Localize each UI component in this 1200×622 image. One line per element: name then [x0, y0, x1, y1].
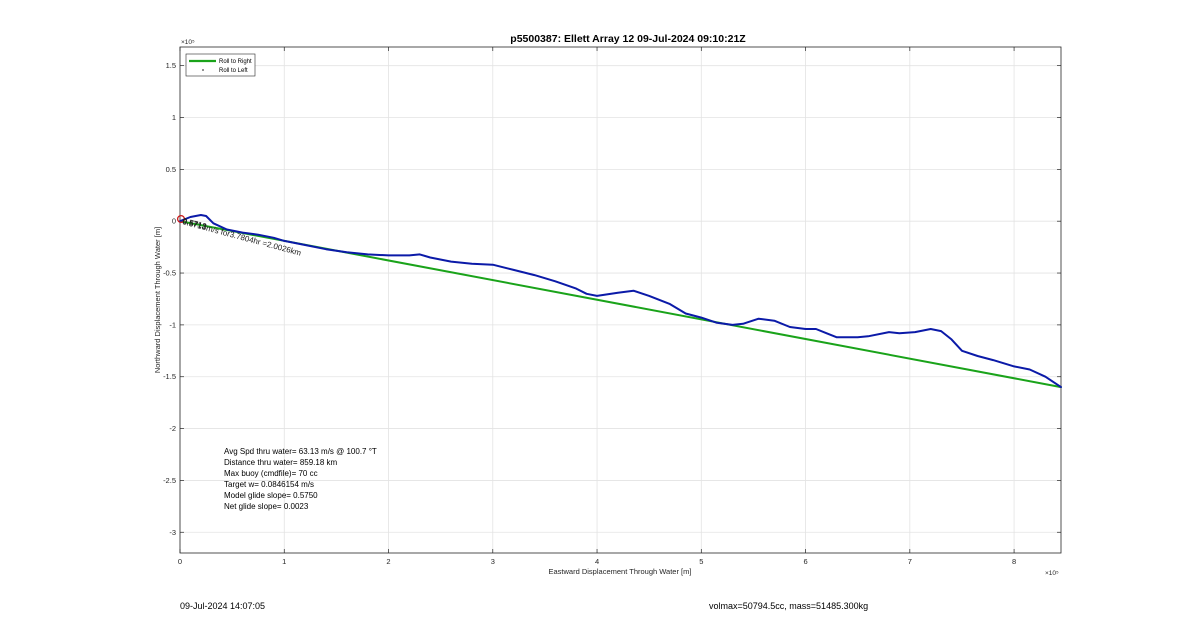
y-tick-label: -2 [169, 424, 176, 433]
legend-label-roll-left: Roll to Left [219, 68, 248, 74]
stat-target-w: Target w= 0.0846154 m/s [224, 480, 314, 489]
grid [179, 47, 1061, 553]
x-tick-label: 5 [699, 557, 703, 566]
y-tick-label: -0.5 [163, 269, 176, 278]
stat-model-glide: Model glide slope= 0.5750 [224, 491, 318, 500]
x-tick-label: 4 [595, 557, 599, 566]
x-tick-label: 6 [803, 557, 807, 566]
axes-frame [179, 46, 1062, 554]
x-tick-label: 7 [908, 557, 912, 566]
y-tick-label: 1.5 [166, 61, 176, 70]
blue-trajectory-line [179, 214, 1062, 389]
axis-ticks: 0 1 2 3 4 5 6 7 8 -3 -2.5 -2 -1.5 -1 -0.5 0 0.5 1 1.5 [163, 47, 1061, 566]
y-tick-label: 0.5 [166, 165, 176, 174]
stat-net-glide: Net glide slope= 0.0023 [224, 502, 309, 511]
stats-annotation: Avg Spd thru water= 63.13 m/s @ 100.7 °T… [224, 447, 377, 511]
stat-distance: Distance thru water= 859.18 km [224, 458, 338, 467]
stat-max-buoy: Max buoy (cmdfile)= 70 cc [224, 469, 318, 478]
x-axis-label: Eastward Displacement Through Water [m] [549, 567, 692, 576]
y-axis-label: Northward Displacement Through Water [m] [153, 227, 162, 373]
footer-mass-info: volmax=50794.5cc, mass=51485.300kg [709, 601, 869, 611]
y-axis-exponent: ×10⁵ [181, 39, 195, 46]
y-tick-label: -3 [169, 528, 176, 537]
legend: Roll to Right Roll to Left [185, 53, 256, 77]
start-circle [176, 214, 186, 224]
y-tick-label: -1 [169, 320, 176, 329]
start-marker [176, 214, 186, 224]
legend-label-roll-right: Roll to Right [219, 59, 252, 65]
stat-avg-speed: Avg Spd thru water= 63.13 m/s @ 100.7 °T [224, 447, 377, 456]
y-tick-label: -1.5 [163, 372, 176, 381]
footer-timestamp: 09-Jul-2024 14:07:05 [180, 601, 266, 611]
x-tick-label: 8 [1012, 557, 1016, 566]
y-tick-label: 0 [172, 217, 176, 226]
x-tick-label: 2 [386, 557, 390, 566]
plot-series [179, 214, 1062, 389]
x-tick-label: 3 [491, 557, 495, 566]
y-tick-label: -2.5 [163, 476, 176, 485]
chart-title: p5500387: Ellett Array 12 09-Jul-2024 09… [510, 33, 746, 45]
x-tick-label: 1 [282, 557, 286, 566]
x-axis-exponent: ×10⁵ [1045, 570, 1059, 577]
x-tick-label: 0 [178, 557, 182, 566]
legend-marker-roll-left [202, 69, 204, 71]
y-tick-label: 1 [172, 113, 176, 122]
